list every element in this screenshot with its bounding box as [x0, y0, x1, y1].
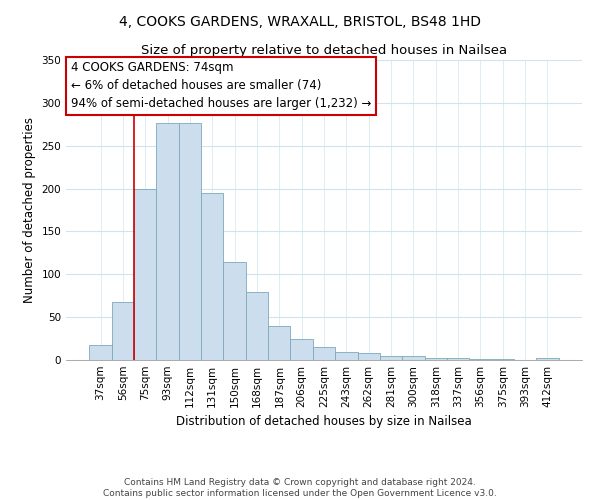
Bar — [380, 356, 402, 360]
Bar — [491, 359, 514, 360]
Bar — [425, 358, 447, 360]
Bar — [358, 353, 380, 360]
Bar — [469, 359, 491, 360]
Bar — [89, 344, 112, 360]
Y-axis label: Number of detached properties: Number of detached properties — [23, 117, 36, 303]
Bar — [313, 347, 335, 360]
Bar — [402, 356, 425, 360]
Text: 4 COOKS GARDENS: 74sqm
← 6% of detached houses are smaller (74)
94% of semi-deta: 4 COOKS GARDENS: 74sqm ← 6% of detached … — [71, 62, 371, 110]
Bar — [290, 338, 313, 360]
Bar — [134, 188, 157, 360]
Bar — [335, 352, 358, 360]
Text: Contains HM Land Registry data © Crown copyright and database right 2024.
Contai: Contains HM Land Registry data © Crown c… — [103, 478, 497, 498]
Bar — [447, 358, 469, 360]
Bar — [157, 122, 179, 360]
Bar — [112, 302, 134, 360]
Bar — [201, 193, 223, 360]
Bar — [223, 262, 246, 360]
Bar — [536, 358, 559, 360]
Text: 4, COOKS GARDENS, WRAXALL, BRISTOL, BS48 1HD: 4, COOKS GARDENS, WRAXALL, BRISTOL, BS48… — [119, 15, 481, 29]
Bar — [246, 292, 268, 360]
Title: Size of property relative to detached houses in Nailsea: Size of property relative to detached ho… — [141, 44, 507, 58]
Bar — [268, 326, 290, 360]
Bar — [179, 122, 201, 360]
X-axis label: Distribution of detached houses by size in Nailsea: Distribution of detached houses by size … — [176, 416, 472, 428]
